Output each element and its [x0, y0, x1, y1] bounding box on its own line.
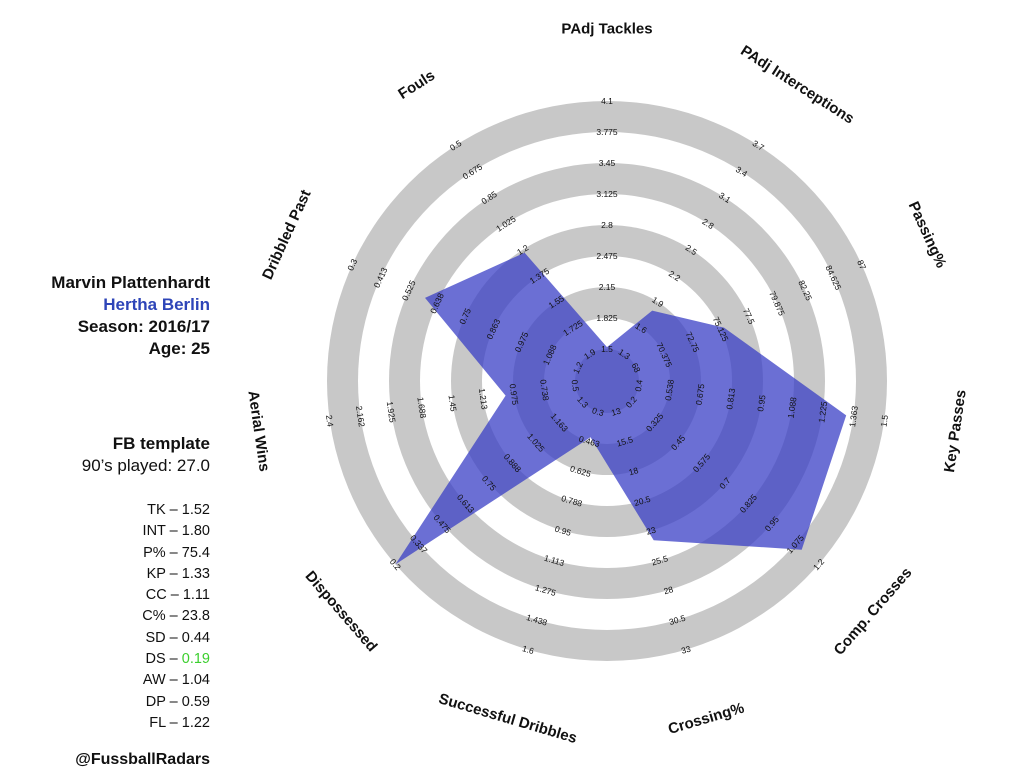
team-name: Hertha Berlin [103, 295, 210, 314]
axis-label: Fouls [395, 67, 438, 103]
tick-label: 18 [628, 465, 640, 477]
tick-label: 0.813 [724, 387, 737, 410]
tick-label: 30.5 [668, 613, 687, 627]
tick-label: 1.5 [601, 344, 613, 354]
stat-row: CC – 1.11 [142, 585, 210, 606]
tick-label: 0.3 [345, 257, 359, 272]
tick-label: 1.363 [847, 405, 860, 428]
tick-label: 20.5 [633, 494, 652, 508]
tick-label: 2.15 [599, 282, 616, 292]
template-info: FB template 90’s played: 27.0 [82, 433, 210, 477]
season-label: Season: 2016/17 [77, 317, 210, 336]
player-info: Marvin Plattenhardt Hertha Berlin Season… [51, 272, 210, 360]
stat-value: 1.52 [181, 502, 210, 518]
stat-row: DP – 0.59 [142, 692, 210, 713]
tick-label: 1.688 [415, 396, 428, 419]
tick-label: 1.6 [521, 643, 535, 656]
tick-label: 0.95 [755, 394, 767, 412]
tick-label: 25.5 [650, 553, 669, 567]
stat-row: FL – 1.22 [142, 713, 210, 734]
axis-label: Dribbled Past [259, 187, 315, 282]
tick-label: 4.1 [601, 96, 613, 106]
axis-label: Dispossessed [302, 568, 381, 655]
stat-value: 1.22 [181, 714, 210, 731]
tick-label: 3.45 [599, 158, 616, 168]
tick-label: 68 [630, 361, 643, 374]
stat-value: 1.04 [181, 672, 210, 689]
tick-label: 23 [645, 524, 657, 536]
stat-label: TK – [147, 502, 182, 518]
tick-label: 33 [680, 643, 692, 655]
stat-value: 23.8 [181, 608, 210, 625]
stat-value: 1.11 [182, 587, 210, 604]
age-label: Age: 25 [148, 339, 210, 358]
tick-label: 1.5 [878, 414, 890, 427]
stat-label: CC – [145, 587, 183, 604]
stat-label: P% – [143, 544, 182, 561]
template-name: FB template [112, 434, 210, 453]
tick-label: 0.3 [591, 405, 605, 418]
axis-label: Passing% [905, 199, 950, 271]
tick-label: 1.225 [816, 400, 829, 423]
tick-label: 28 [662, 584, 674, 596]
stat-row: DS – 0.19 [142, 649, 211, 670]
stat-label: DS – [145, 651, 182, 668]
tick-label: 1.925 [385, 401, 398, 424]
tick-label: 0.95 [554, 524, 573, 538]
tick-label: 0.738 [538, 379, 551, 402]
stat-row: KP – 1.33 [142, 564, 210, 585]
tick-label: 0.538 [663, 378, 676, 401]
tick-label: 0.675 [694, 383, 707, 406]
stat-row: AW – 1.04 [142, 670, 210, 691]
stat-value: 1.80 [181, 523, 210, 540]
axis-label: Crossing% [666, 699, 746, 737]
tick-label: 15.5 [615, 434, 634, 448]
tick-label: 0.4 [633, 379, 645, 392]
stat-row: SD – 0.44 [142, 628, 211, 649]
tick-label: 87 [855, 258, 868, 271]
tick-label: 3.775 [596, 127, 618, 137]
tick-label: 0.5 [570, 379, 582, 392]
stat-label: C% – [142, 608, 182, 625]
tick-label: 1.088 [786, 396, 799, 419]
tick-label: 0.975 [508, 383, 521, 406]
stat-row: INT – 1.80 [142, 521, 210, 542]
tick-label: 13 [610, 405, 622, 417]
tick-label: 2.162 [354, 405, 367, 428]
stat-row: TK – 1.52 [142, 500, 210, 521]
credit-handle: @FussballRadars [75, 751, 210, 768]
stat-label: INT – [142, 523, 182, 540]
axis-label: Successful Dribbles [437, 690, 579, 747]
stat-row: P% – 75.4 [142, 543, 210, 564]
stat-label: FL – [149, 714, 182, 731]
stat-label: AW – [142, 672, 182, 689]
stat-label: DP – [145, 693, 182, 710]
tick-label: 3.125 [596, 189, 618, 199]
tick-label: 1.2 [571, 360, 585, 375]
player-name: Marvin Plattenhardt [51, 273, 210, 292]
tick-label: 1.825 [596, 313, 618, 323]
stat-value: 1.33 [181, 565, 210, 582]
stat-value: 0.19 [181, 651, 210, 668]
stat-label: KP – [146, 565, 182, 582]
stat-value: 0.44 [181, 629, 210, 646]
tick-label: 1.213 [477, 388, 490, 411]
tick-label: 2.475 [596, 251, 618, 261]
stats-list: TK – 1.52 INT – 1.80 P% – 75.4 KP – 1.33 CC … [142, 500, 210, 734]
stat-label: SD – [145, 629, 182, 646]
axis-label: Key Passes [941, 389, 970, 474]
stat-value: 75.4 [181, 544, 210, 561]
tick-label: 1.45 [446, 394, 458, 412]
axis-label: PAdj Tackles [561, 21, 652, 38]
minutes-played: 90’s played: 27.0 [81, 456, 210, 475]
axis-label: Aerial Wins [244, 390, 272, 473]
stat-value: 0.59 [181, 693, 210, 710]
stat-row: C% – 23.8 [142, 606, 210, 627]
player-polygon [395, 252, 847, 565]
tick-label: 2.4 [324, 414, 336, 427]
tick-label: 2.8 [601, 220, 613, 230]
